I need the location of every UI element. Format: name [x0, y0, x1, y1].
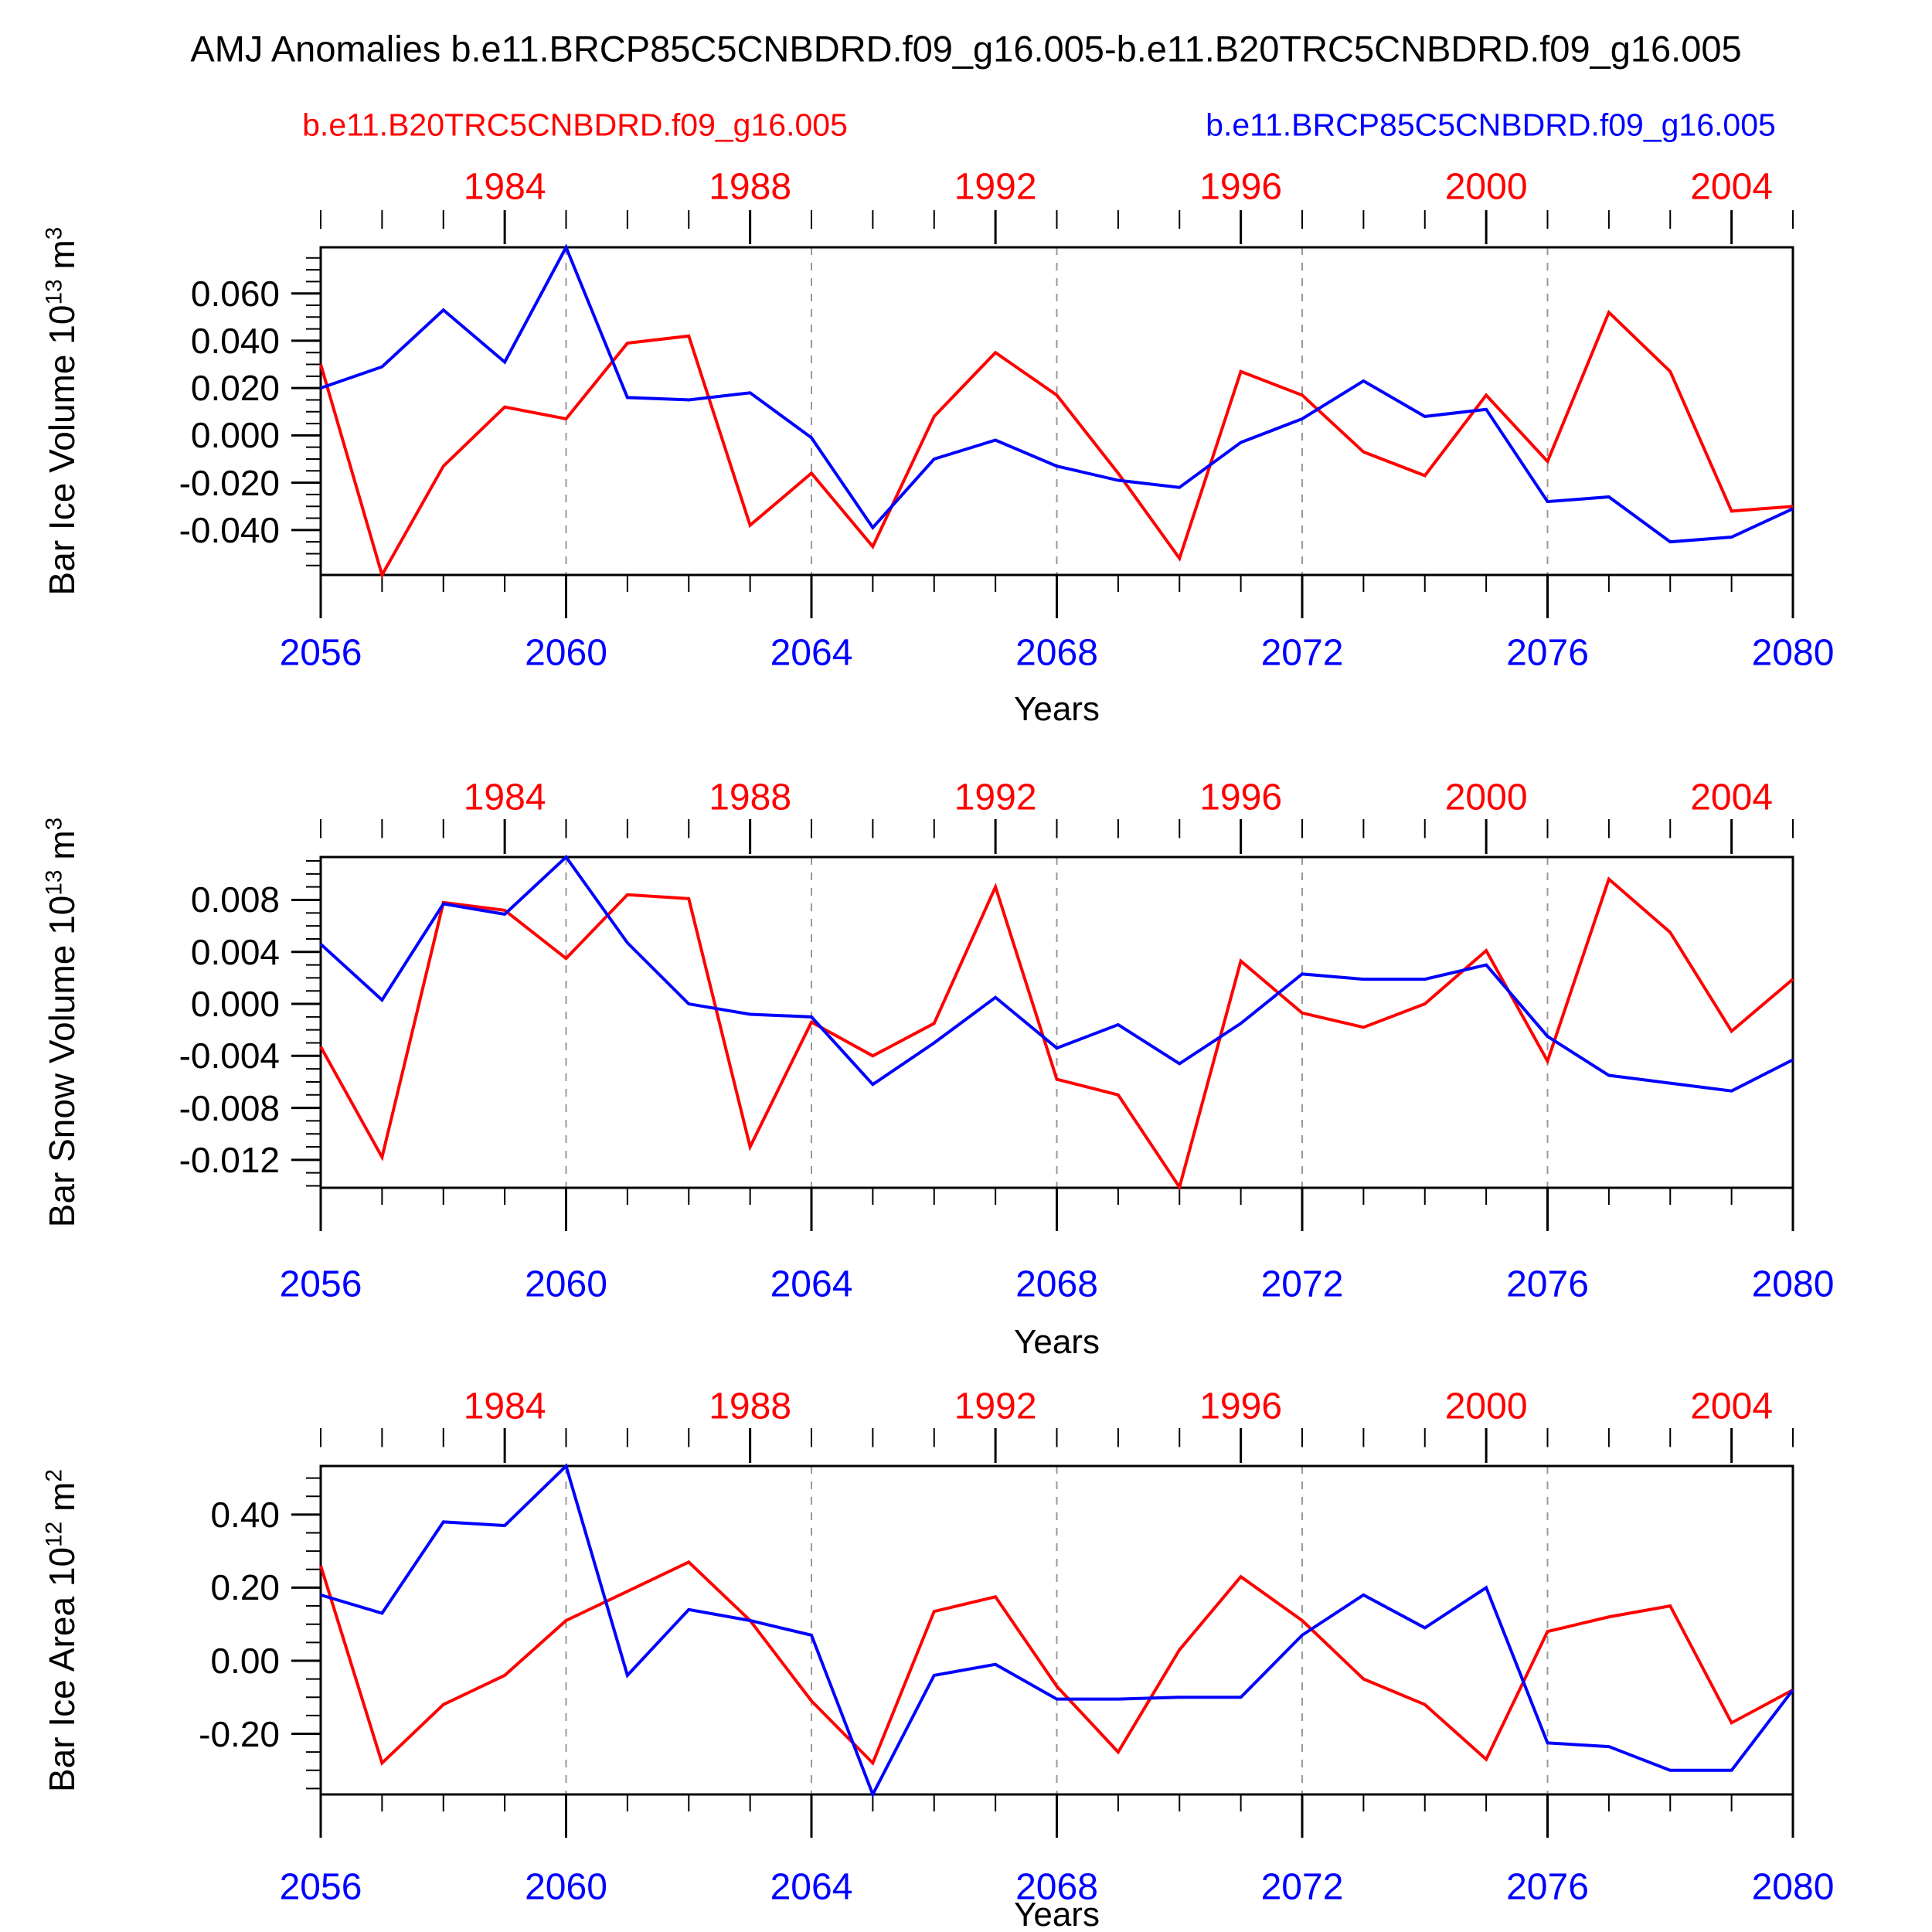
series-line-red — [319, 876, 1794, 1191]
y-tick-label: 0.060 — [190, 273, 280, 314]
top-axis-year-label: 2004 — [1690, 777, 1774, 818]
bottom-axis-year-label: 2064 — [770, 1866, 853, 1908]
bottom-axis-year-label: 2076 — [1506, 632, 1589, 674]
y-tick-label: -0.012 — [179, 1139, 280, 1180]
bottom-axis-year-label: 2080 — [1751, 1264, 1835, 1305]
bottom-axis-year-label: 2072 — [1260, 632, 1344, 674]
top-axis-year-label: 1988 — [709, 777, 792, 818]
x-axis-title: Years — [1014, 690, 1100, 728]
top-axis-year-label: 1996 — [1199, 1386, 1283, 1427]
bottom-axis-year-label: 2056 — [279, 632, 362, 674]
bottom-axis-year-label: 2056 — [279, 1264, 362, 1305]
y-tick-label: 0.000 — [190, 984, 280, 1025]
bottom-axis-year-label: 2076 — [1506, 1264, 1589, 1305]
top-axis-year-label: 1988 — [709, 1386, 792, 1427]
bottom-axis-year-label: 2068 — [1015, 1866, 1098, 1908]
bottom-axis-year-label: 2060 — [525, 1264, 607, 1305]
legend-blue-run: b.e11.BRCP85C5CNBDRD.f09_g16.005 — [1206, 107, 1776, 143]
y-tick-label: 0.008 — [190, 879, 280, 920]
series-line-red — [319, 1560, 1794, 1767]
bottom-axis-year-label: 2080 — [1751, 632, 1835, 674]
bottom-axis-year-label: 2064 — [770, 1264, 853, 1305]
top-axis-year-label: 1992 — [954, 777, 1037, 818]
y-tick-label: 0.00 — [210, 1640, 280, 1681]
y-tick-label: 0.20 — [210, 1567, 280, 1608]
bottom-axis-year-label: 2080 — [1751, 1866, 1835, 1908]
top-axis-year-label: 2000 — [1444, 166, 1528, 208]
top-axis-year-label: 2000 — [1444, 777, 1528, 818]
y-axis-title: Bar Ice Volume 1013 m3 — [41, 226, 82, 596]
x-axis-title: Years — [1014, 1323, 1100, 1361]
y-tick-label: -0.020 — [179, 462, 280, 503]
y-tick-label: -0.004 — [179, 1036, 280, 1077]
bottom-axis-year-label: 2060 — [525, 632, 607, 674]
top-axis-year-label: 1988 — [709, 166, 792, 208]
bottom-axis-year-label: 2064 — [770, 632, 853, 674]
y-axis-title: Bar Snow Volume 1013 m3 — [41, 817, 82, 1228]
y-tick-label: 0.000 — [190, 415, 280, 456]
y-tick-label: 0.40 — [210, 1494, 280, 1535]
x-axis-title: Years — [1014, 1896, 1100, 1932]
y-tick-label: 0.020 — [190, 368, 280, 409]
bottom-axis-year-label: 2068 — [1015, 632, 1098, 674]
bottom-axis-year-label: 2072 — [1260, 1264, 1344, 1305]
series-line-blue — [320, 1463, 1794, 1798]
y-axis-title: Bar Ice Area 1012 m2 — [41, 1468, 82, 1792]
top-axis-year-label: 1984 — [463, 1386, 546, 1427]
bottom-axis-year-label: 2060 — [525, 1866, 607, 1908]
y-tick-label: 0.040 — [190, 320, 280, 361]
y-tick-label: -0.040 — [179, 509, 280, 550]
bottom-axis-year-label: 2072 — [1260, 1866, 1344, 1908]
top-axis-year-label: 1984 — [463, 777, 546, 818]
legend-red-run: b.e11.B20TRC5CNBDRD.f09_g16.005 — [302, 107, 848, 143]
top-axis-year-label: 1992 — [954, 166, 1037, 208]
y-tick-label: -0.008 — [179, 1087, 280, 1128]
bottom-axis-year-label: 2076 — [1506, 1866, 1589, 1908]
bottom-axis-year-label: 2068 — [1015, 1264, 1098, 1305]
top-axis-year-label: 2000 — [1444, 1386, 1528, 1427]
y-tick-label: 0.004 — [190, 931, 280, 972]
y-tick-label: -0.20 — [199, 1713, 280, 1754]
top-axis-year-label: 1996 — [1199, 166, 1283, 208]
series-line-blue — [319, 854, 1794, 1093]
top-axis-year-label: 2004 — [1690, 166, 1774, 208]
top-axis-year-label: 1996 — [1199, 777, 1283, 818]
bottom-axis-year-label: 2056 — [279, 1866, 362, 1908]
top-axis-year-label: 1992 — [954, 1386, 1037, 1427]
series-line-blue — [320, 243, 1794, 544]
top-axis-year-label: 2004 — [1690, 1386, 1774, 1427]
top-axis-year-label: 1984 — [463, 166, 546, 208]
series-line-red — [319, 309, 1794, 580]
chart-title: AMJ Anomalies b.e11.BRCP85C5CNBDRD.f09_g… — [190, 28, 1742, 70]
